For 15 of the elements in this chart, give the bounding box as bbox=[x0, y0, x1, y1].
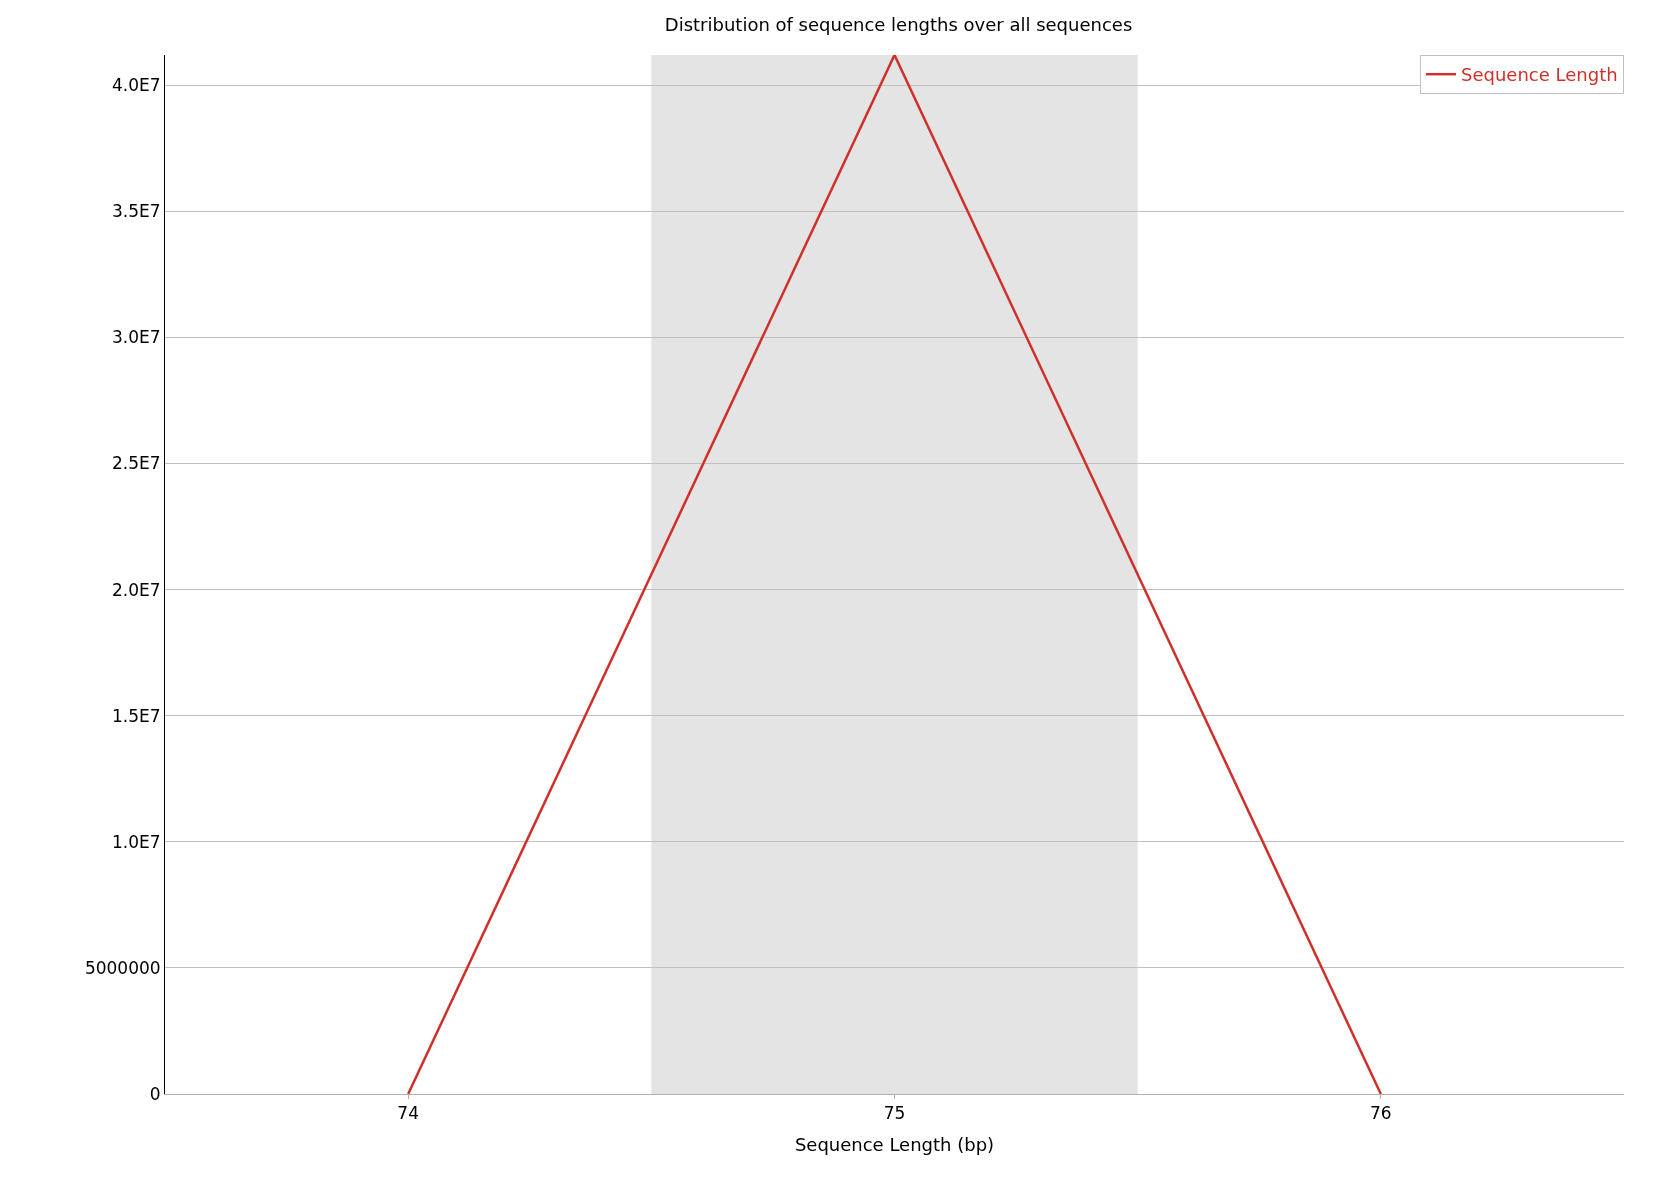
y-tick-label: 5000000 bbox=[84, 957, 161, 978]
y-tick-label: 1.0E7 bbox=[112, 831, 161, 852]
chart-title: Distribution of sequence lengths over all sequences bbox=[664, 13, 1133, 35]
y-tick-label: 2.0E7 bbox=[112, 579, 161, 600]
y-tick-label: 3.0E7 bbox=[112, 327, 161, 348]
y-tick-label: 3.5E7 bbox=[112, 201, 161, 222]
y-tick-label: 4.0E7 bbox=[112, 75, 161, 96]
y-tick-label: 1.5E7 bbox=[112, 705, 161, 726]
legend-label: Sequence Length bbox=[1461, 64, 1618, 86]
x-tick-label: 75 bbox=[883, 1103, 906, 1124]
x-tick-label: 74 bbox=[397, 1103, 419, 1124]
y-tick-label: 0 bbox=[149, 1083, 161, 1104]
x-tick-label: 76 bbox=[1370, 1103, 1392, 1124]
x-axis-title: Sequence Length (bp) bbox=[794, 1133, 995, 1155]
y-tick-label: 2.5E7 bbox=[112, 453, 161, 474]
